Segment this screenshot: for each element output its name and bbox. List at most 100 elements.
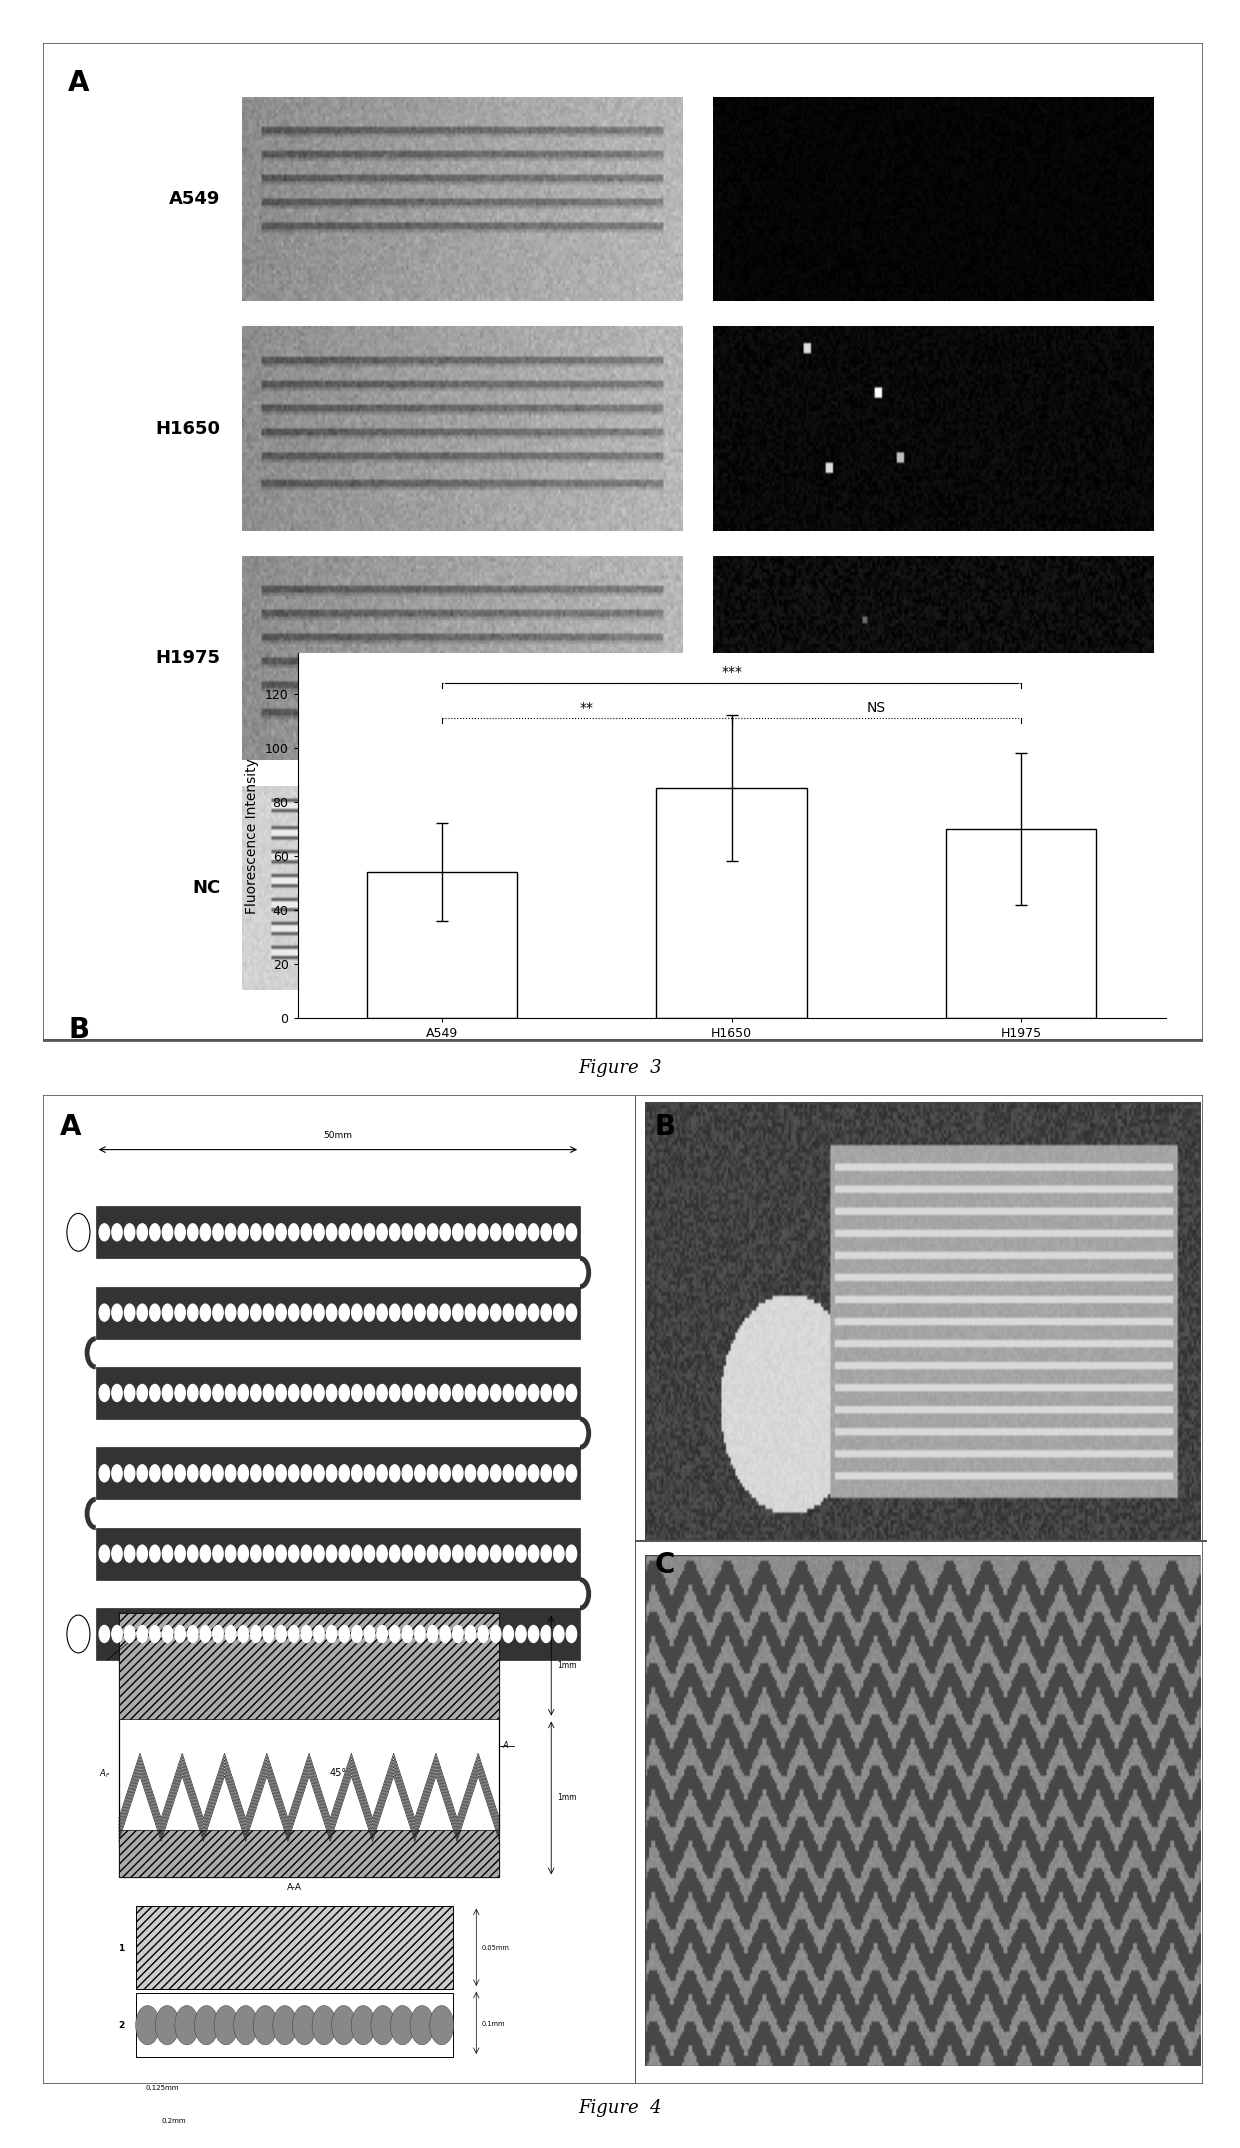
Text: 2: 2 xyxy=(118,2021,124,2030)
Circle shape xyxy=(326,1224,337,1242)
Circle shape xyxy=(200,1544,211,1562)
Circle shape xyxy=(263,1626,274,1643)
Circle shape xyxy=(162,1304,172,1321)
Circle shape xyxy=(226,1626,236,1643)
Text: A: A xyxy=(502,1742,508,1751)
Circle shape xyxy=(289,1304,299,1321)
Circle shape xyxy=(402,1385,413,1400)
Circle shape xyxy=(99,1385,109,1400)
Circle shape xyxy=(226,1544,236,1562)
Text: ***: *** xyxy=(722,664,742,679)
Circle shape xyxy=(195,2006,218,2045)
Circle shape xyxy=(124,1304,135,1321)
Circle shape xyxy=(301,1385,311,1400)
Circle shape xyxy=(314,1626,324,1643)
Circle shape xyxy=(200,1304,211,1321)
Circle shape xyxy=(414,1385,425,1400)
Circle shape xyxy=(377,1224,387,1242)
Circle shape xyxy=(428,1626,438,1643)
Text: Figure  4: Figure 4 xyxy=(578,2099,662,2116)
Circle shape xyxy=(99,1465,109,1482)
Circle shape xyxy=(175,2006,198,2045)
Circle shape xyxy=(289,1224,299,1242)
Circle shape xyxy=(541,1385,552,1400)
Circle shape xyxy=(365,1544,374,1562)
Circle shape xyxy=(477,1626,489,1643)
Circle shape xyxy=(200,1224,211,1242)
Circle shape xyxy=(567,1626,577,1643)
Circle shape xyxy=(187,1224,198,1242)
Text: NS: NS xyxy=(867,700,885,715)
Circle shape xyxy=(503,1626,513,1643)
Circle shape xyxy=(67,1615,91,1654)
Circle shape xyxy=(226,1304,236,1321)
Text: Figure  3: Figure 3 xyxy=(578,1059,662,1076)
Text: 45°: 45° xyxy=(330,1768,346,1779)
Circle shape xyxy=(326,1626,337,1643)
Circle shape xyxy=(503,1224,513,1242)
Circle shape xyxy=(314,1465,324,1482)
Circle shape xyxy=(391,2006,414,2045)
Circle shape xyxy=(175,1465,185,1482)
Circle shape xyxy=(491,1304,501,1321)
Circle shape xyxy=(352,1465,362,1482)
Circle shape xyxy=(402,1626,413,1643)
Circle shape xyxy=(567,1465,577,1482)
Circle shape xyxy=(200,1385,211,1400)
Circle shape xyxy=(440,1626,450,1643)
Circle shape xyxy=(150,1626,160,1643)
Circle shape xyxy=(314,1304,324,1321)
Circle shape xyxy=(352,1626,362,1643)
Circle shape xyxy=(250,1465,262,1482)
Circle shape xyxy=(528,1544,538,1562)
Circle shape xyxy=(213,1544,223,1562)
Circle shape xyxy=(150,1465,160,1482)
Circle shape xyxy=(389,1626,399,1643)
Bar xyxy=(95,1609,580,1660)
Circle shape xyxy=(250,1626,262,1643)
Bar xyxy=(95,1366,580,1420)
Circle shape xyxy=(541,1544,552,1562)
Circle shape xyxy=(150,1304,160,1321)
Text: NC: NC xyxy=(192,879,221,898)
Circle shape xyxy=(428,1224,438,1242)
Circle shape xyxy=(175,1304,185,1321)
Circle shape xyxy=(150,1385,160,1400)
Circle shape xyxy=(112,1304,123,1321)
Circle shape xyxy=(99,1224,109,1242)
Circle shape xyxy=(477,1385,489,1400)
Circle shape xyxy=(567,1304,577,1321)
Circle shape xyxy=(263,1304,274,1321)
Circle shape xyxy=(155,2006,180,2045)
Circle shape xyxy=(465,1465,476,1482)
Circle shape xyxy=(365,1304,374,1321)
Bar xyxy=(95,1287,580,1338)
Circle shape xyxy=(541,1304,552,1321)
Circle shape xyxy=(528,1385,538,1400)
Circle shape xyxy=(351,2006,376,2045)
Circle shape xyxy=(553,1304,564,1321)
Circle shape xyxy=(138,1465,148,1482)
Circle shape xyxy=(326,1465,337,1482)
Circle shape xyxy=(339,1544,350,1562)
Circle shape xyxy=(453,1544,463,1562)
Circle shape xyxy=(377,1544,387,1562)
Circle shape xyxy=(150,1544,160,1562)
Circle shape xyxy=(238,1224,248,1242)
Circle shape xyxy=(428,1304,438,1321)
Circle shape xyxy=(339,1626,350,1643)
Bar xyxy=(645,1555,1200,2066)
Circle shape xyxy=(402,1465,413,1482)
Text: 0.1mm: 0.1mm xyxy=(482,2021,506,2028)
Circle shape xyxy=(339,1465,350,1482)
Circle shape xyxy=(453,1626,463,1643)
Circle shape xyxy=(187,1385,198,1400)
Circle shape xyxy=(377,1465,387,1482)
Circle shape xyxy=(175,1626,185,1643)
Bar xyxy=(119,1613,500,1718)
Circle shape xyxy=(187,1465,198,1482)
Circle shape xyxy=(516,1544,526,1562)
Circle shape xyxy=(277,1544,286,1562)
Circle shape xyxy=(226,1385,236,1400)
Circle shape xyxy=(277,1385,286,1400)
